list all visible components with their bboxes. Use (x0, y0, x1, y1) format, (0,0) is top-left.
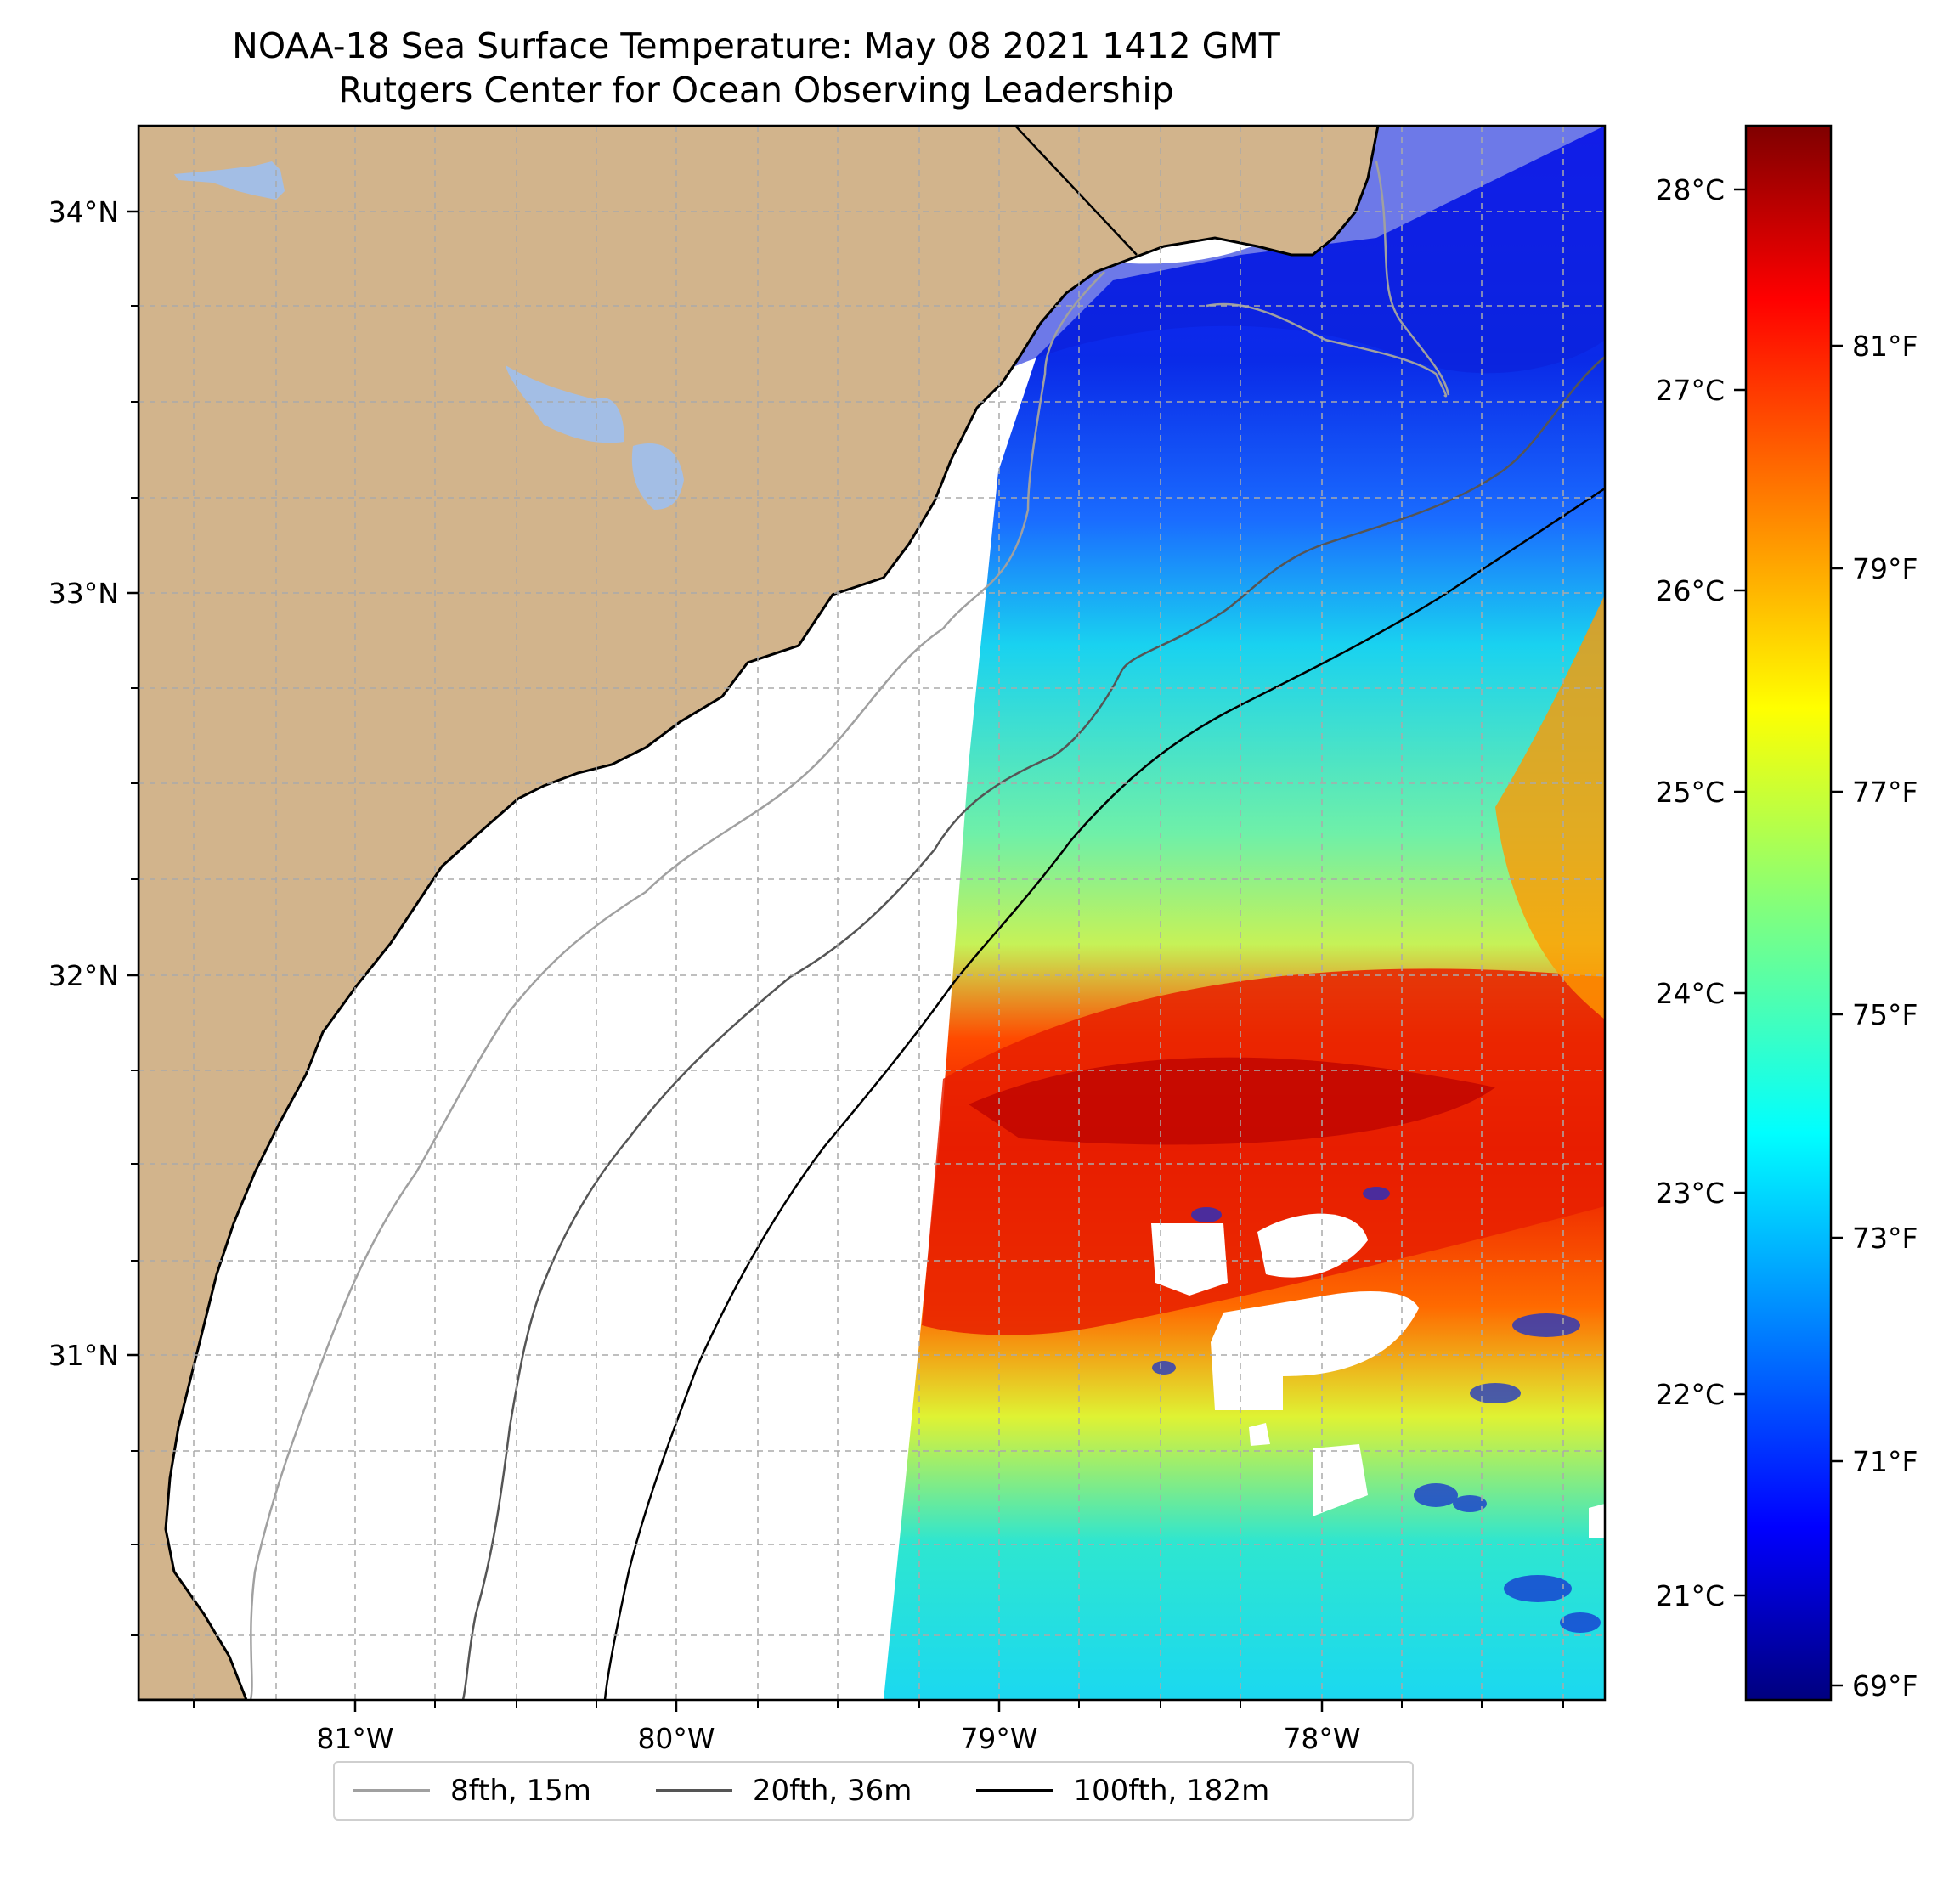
state-boundary (1014, 126, 1138, 256)
warm-core-band (922, 968, 1605, 1335)
fahrenheit-tick-label: 77°F (1852, 776, 1918, 809)
lat-tick-label: 33°N (48, 577, 119, 610)
isobath-100fth (603, 487, 1605, 1700)
celsius-tick-label: 22°C (1655, 1378, 1725, 1411)
celsius-tick-label: 24°C (1655, 977, 1725, 1010)
legend-item-20fth: 20fth, 36m (655, 1774, 912, 1808)
cloud-mask (1151, 1213, 1605, 1538)
fahrenheit-tick-label: 71°F (1852, 1445, 1918, 1478)
legend-item-8fth: 8fth, 15m (353, 1774, 591, 1808)
fahrenheit-tick-label: 81°F (1852, 330, 1918, 363)
fahrenheit-tick-label: 73°F (1852, 1222, 1918, 1255)
celsius-tick-label: 21°C (1655, 1579, 1725, 1612)
isobath-8fth-north (1206, 161, 1450, 398)
celsius-tick-label: 27°C (1655, 374, 1725, 407)
map-area[interactable] (138, 126, 1605, 1700)
land-mass (138, 126, 1380, 1700)
celsius-tick-label: 28°C (1655, 173, 1725, 206)
lon-tick-label: 78°W (1283, 1722, 1360, 1755)
lakes (174, 161, 684, 510)
fahrenheit-tick-label: 69°F (1852, 1669, 1918, 1702)
fahrenheit-tick-label: 75°F (1852, 998, 1918, 1031)
map-frame (137, 124, 1607, 1702)
fahrenheit-tick-label: 79°F (1852, 552, 1918, 585)
isobath-20fth (461, 356, 1605, 1700)
legend-item-100fth: 100fth, 182m (976, 1774, 1269, 1808)
legend-label: 100fth, 182m (1073, 1774, 1270, 1808)
minor-ticks (131, 305, 1564, 1708)
celsius-tick-label: 25°C (1655, 776, 1725, 809)
legend-swatch-20fth (655, 1789, 732, 1792)
legend-label: 20fth, 36m (752, 1774, 912, 1808)
lon-tick-label: 81°W (316, 1722, 393, 1755)
celsius-tick-label: 23°C (1655, 1177, 1725, 1210)
lat-tick-label: 32°N (48, 959, 119, 992)
legend-swatch-100fth (976, 1789, 1053, 1792)
lat-axis: 34°N 33°N 32°N 31°N (48, 195, 138, 1372)
lon-tick-label: 80°W (637, 1722, 715, 1755)
map-title: NOAA-18 Sea Surface Temperature: May 08 … (232, 25, 1280, 66)
colorbar: 28°C 27°C 26°C 25°C 24°C 23°C 22°C 21°C … (1655, 124, 1918, 1702)
cool-blobs (1152, 1187, 1601, 1633)
lon-tick-label: 79°W (960, 1722, 1037, 1755)
lat-tick-label: 34°N (48, 195, 119, 229)
legend-swatch-8fth (353, 1789, 430, 1792)
legend: 8fth, 15m 20fth, 36m 100fth, 182m (333, 1761, 1414, 1821)
warm-tongue-east (1495, 595, 1605, 1019)
warm-core-dark (969, 1057, 1495, 1145)
isobath-8fth (249, 271, 1105, 1700)
map-subtitle: Rutgers Center for Ocean Observing Leade… (338, 70, 1174, 110)
celsius-tick-label: 26°C (1655, 574, 1725, 607)
grid-lines (138, 126, 1605, 1700)
lat-tick-label: 31°N (48, 1339, 119, 1372)
colorbar-gradient (1744, 124, 1833, 1702)
legend-label: 8fth, 15m (450, 1774, 591, 1808)
lon-axis: 81°W 80°W 79°W 78°W (316, 1700, 1361, 1755)
